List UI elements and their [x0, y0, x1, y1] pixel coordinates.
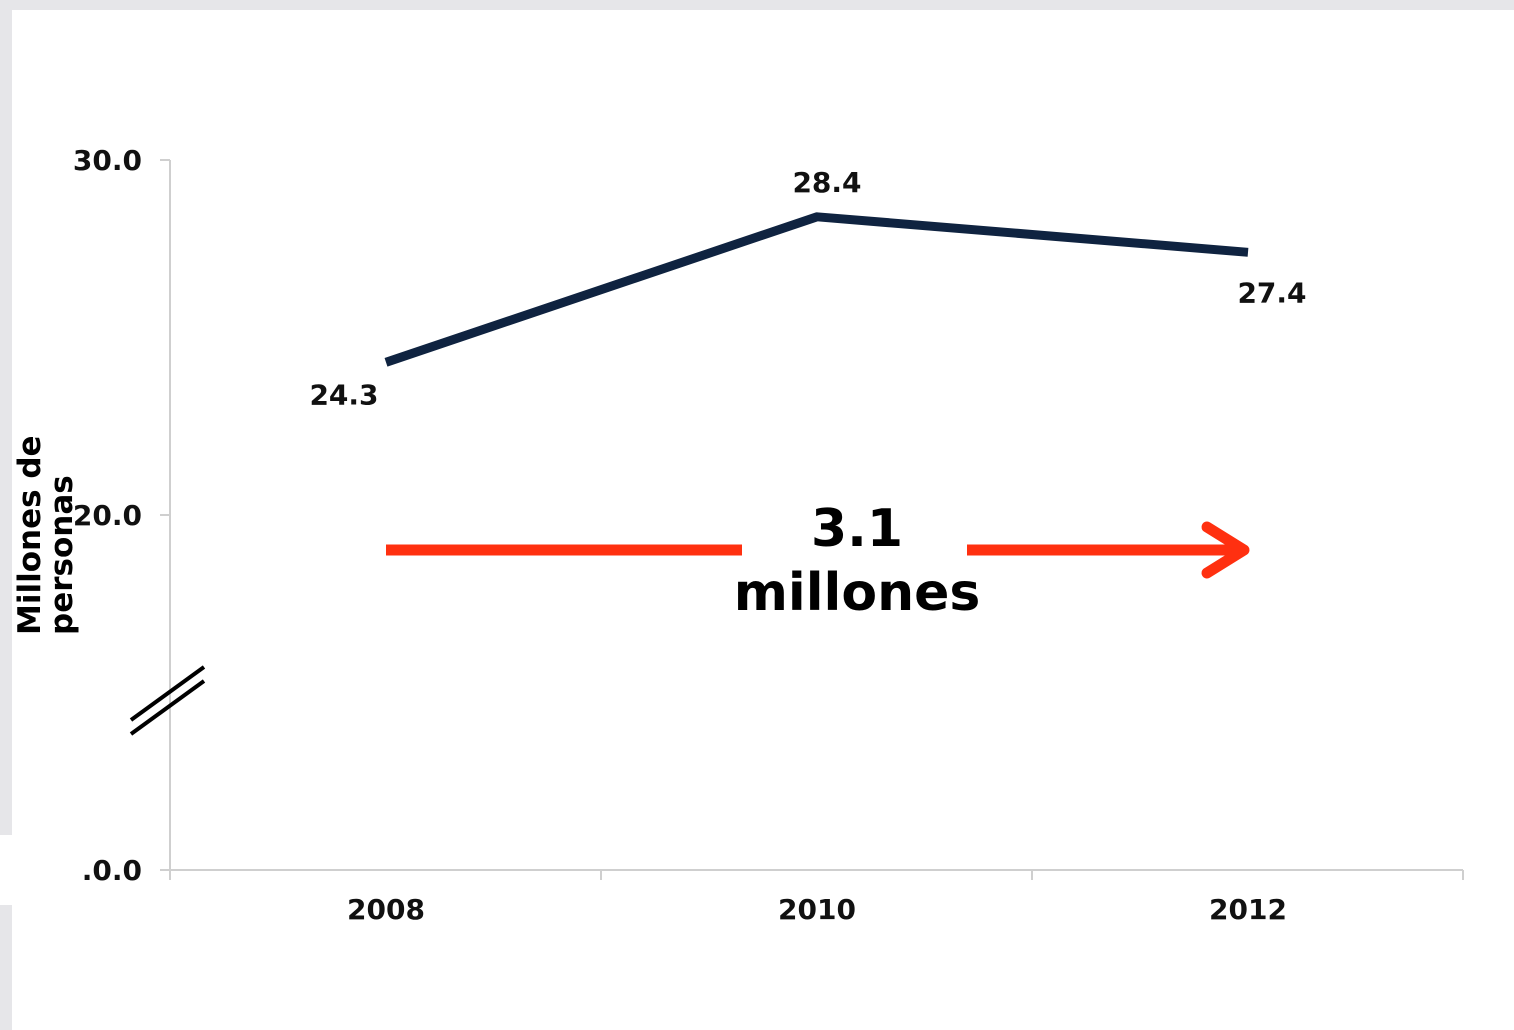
axis-break-mark — [129, 679, 206, 736]
y-tick-label: 30.0 — [73, 144, 142, 177]
y-tick-label: .0.0 — [82, 854, 142, 887]
annotation-value: 3.1 — [811, 499, 903, 559]
y-tick-label: 20.0 — [73, 499, 142, 532]
chart-labels: 30.0 20.0 .0.0 2008 2010 2012 24.3 28.4 27.4 — [73, 144, 1307, 926]
annotation-unit: millones — [734, 563, 981, 623]
x-tick-label: 2010 — [778, 893, 856, 926]
axes — [129, 159, 1464, 880]
data-label: 24.3 — [309, 378, 378, 411]
axis-break-mark — [129, 665, 206, 722]
annotation-arrowhead — [1201, 521, 1250, 579]
data-label: 28.4 — [792, 166, 861, 199]
background-strip-left — [0, 0, 12, 835]
x-tick-label: 2008 — [347, 893, 425, 926]
y-axis-title-line1: Millones de — [12, 435, 48, 635]
background-strip-top — [0, 0, 1514, 10]
y-axis-title-line2: personas — [44, 475, 80, 635]
x-tick-label: 2012 — [1209, 893, 1287, 926]
chart-marks — [384, 212, 1249, 367]
y-axis-title: Millones de personas — [12, 435, 80, 635]
background-strip-left-lower — [0, 905, 12, 1030]
series-line — [384, 212, 1249, 367]
data-label: 27.4 — [1237, 276, 1306, 309]
